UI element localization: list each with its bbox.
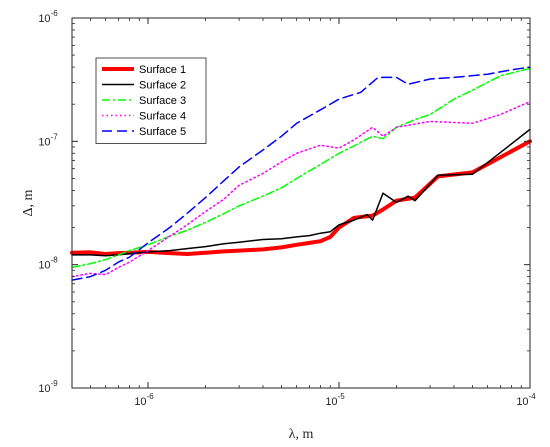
x-tick-label: 10-5 (325, 392, 345, 408)
series-line-3 (71, 67, 531, 269)
legend-label-2: Surface 2 (139, 80, 186, 92)
axes: 10-6 10-5 10-4 10-9 10-8 10-7 10-6 λ, m Δ, m (21, 9, 536, 442)
legend-label-5: Surface 5 (139, 126, 186, 138)
series-layer (70, 66, 532, 281)
x-tick-label: 10-4 (516, 392, 536, 408)
series-line-2 (71, 128, 531, 257)
y-tick-label: 10-6 (38, 9, 58, 25)
legend: Surface 1 Surface 2 Surface 3 Surface 4 Surf… (95, 57, 207, 144)
series-line-5 (71, 66, 531, 281)
x-tick-label: 10-6 (134, 392, 154, 408)
legend-label-4: Surface 4 (139, 111, 186, 123)
series-line-4 (71, 100, 531, 278)
y-tick-label: 10-7 (38, 132, 58, 148)
y-axis-label: Δ, m (21, 189, 36, 216)
axes-box (71, 17, 531, 389)
y-tick-label: 10-9 (38, 379, 58, 395)
y-tick-label: 10-8 (38, 256, 58, 272)
legend-label-3: Surface 3 (139, 95, 186, 107)
legend-label-1: Surface 1 (139, 64, 186, 76)
x-axis-label: λ, m (289, 427, 314, 442)
